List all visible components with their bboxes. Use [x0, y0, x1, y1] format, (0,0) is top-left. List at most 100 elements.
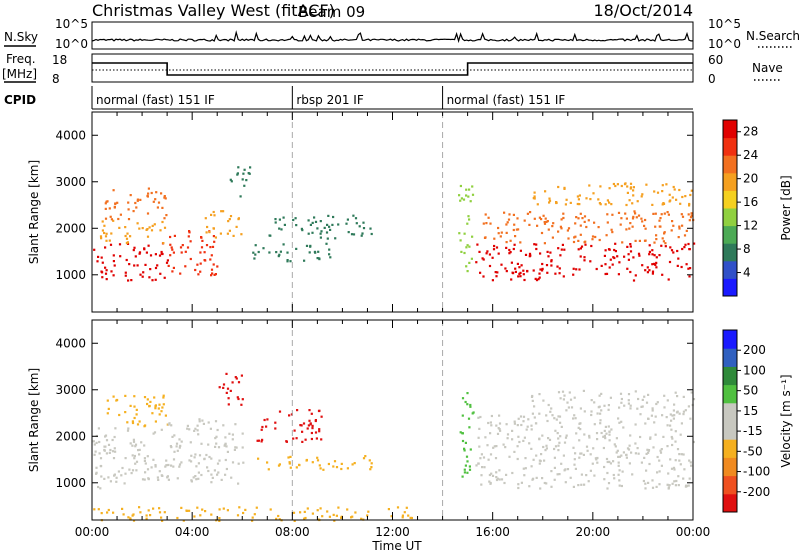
data-cell	[580, 245, 584, 248]
data-cell	[608, 187, 611, 190]
data-cell	[493, 445, 496, 448]
data-cell	[510, 278, 513, 281]
data-cell	[632, 186, 635, 189]
data-cell	[92, 440, 95, 443]
data-cell	[222, 386, 225, 389]
date-label: 18/Oct/2014	[593, 1, 693, 20]
data-cell	[135, 206, 138, 209]
data-cell	[651, 270, 655, 273]
data-cell	[198, 454, 202, 457]
colorbar-swatch	[723, 155, 737, 174]
data-cell	[671, 443, 674, 447]
data-cell	[579, 428, 582, 431]
data-cell	[362, 227, 366, 230]
data-cell	[233, 448, 236, 451]
data-cell	[648, 269, 651, 272]
colorbar-tick-label: 16	[743, 195, 758, 209]
data-cell	[644, 422, 647, 425]
data-cell	[308, 419, 311, 422]
data-cell	[214, 273, 217, 276]
data-cell	[606, 487, 609, 490]
data-cell	[569, 201, 572, 204]
data-cell	[253, 513, 256, 516]
data-cell	[203, 251, 206, 254]
data-cell	[218, 459, 221, 462]
data-cell	[328, 253, 331, 256]
data-cell	[333, 519, 336, 522]
data-cell	[103, 224, 106, 227]
data-cell	[644, 482, 647, 485]
data-cell	[251, 519, 254, 522]
data-cell	[535, 243, 538, 246]
data-cell	[318, 428, 321, 431]
data-cell	[611, 231, 614, 234]
data-cell	[692, 398, 696, 401]
data-cell	[637, 214, 641, 217]
data-cell	[314, 419, 317, 423]
data-cell	[532, 477, 535, 480]
data-cell	[643, 395, 646, 398]
data-cell	[161, 519, 164, 522]
data-cell	[103, 445, 106, 448]
data-cell	[117, 470, 120, 473]
data-cell	[506, 221, 509, 224]
data-cell	[538, 412, 541, 415]
data-cell	[541, 262, 544, 266]
freq-trace	[92, 62, 693, 76]
data-cell	[158, 507, 161, 510]
data-cell	[112, 260, 115, 263]
data-cell	[193, 515, 196, 518]
data-cell	[676, 264, 679, 267]
data-cell	[158, 403, 161, 406]
data-cell	[347, 231, 350, 234]
data-cell	[653, 190, 656, 193]
data-cell	[317, 409, 321, 413]
data-cell	[485, 252, 488, 255]
data-cell	[559, 435, 562, 438]
data-cell	[505, 423, 508, 426]
data-cell	[524, 253, 528, 256]
data-cell	[226, 232, 229, 235]
panel-background	[92, 112, 693, 312]
colorbar-tick-label: -200	[743, 485, 770, 499]
data-cell	[511, 271, 514, 274]
data-cell	[566, 468, 570, 471]
data-cell	[662, 240, 665, 243]
data-cell	[669, 246, 672, 249]
data-cell	[582, 453, 585, 456]
data-cell	[618, 421, 621, 424]
data-cell	[670, 428, 673, 431]
data-cell	[624, 212, 627, 215]
data-cell	[158, 470, 161, 473]
data-cell	[500, 263, 503, 266]
data-cell	[128, 263, 131, 266]
data-cell	[659, 449, 662, 452]
data-cell	[489, 481, 492, 485]
data-cell	[178, 446, 181, 449]
data-cell	[497, 226, 500, 230]
data-cell	[332, 215, 335, 219]
data-cell	[513, 450, 516, 453]
data-cell	[199, 514, 202, 517]
data-cell	[557, 230, 560, 233]
data-cell	[583, 215, 587, 218]
data-cell	[133, 395, 136, 398]
data-cell	[489, 432, 492, 435]
data-cell	[656, 401, 659, 404]
data-cell	[146, 194, 149, 197]
data-cell	[683, 246, 686, 249]
data-cell	[690, 214, 693, 217]
data-cell	[539, 252, 542, 255]
data-cell	[578, 456, 581, 459]
data-cell	[111, 438, 114, 442]
data-cell	[315, 437, 318, 440]
data-cell	[634, 452, 637, 455]
data-cell	[161, 474, 164, 477]
data-cell	[513, 243, 516, 246]
data-cell	[546, 271, 549, 274]
data-cell	[262, 247, 265, 250]
data-cell	[478, 445, 481, 448]
data-cell	[627, 448, 631, 451]
data-cell	[308, 251, 311, 254]
data-cell	[205, 244, 209, 247]
